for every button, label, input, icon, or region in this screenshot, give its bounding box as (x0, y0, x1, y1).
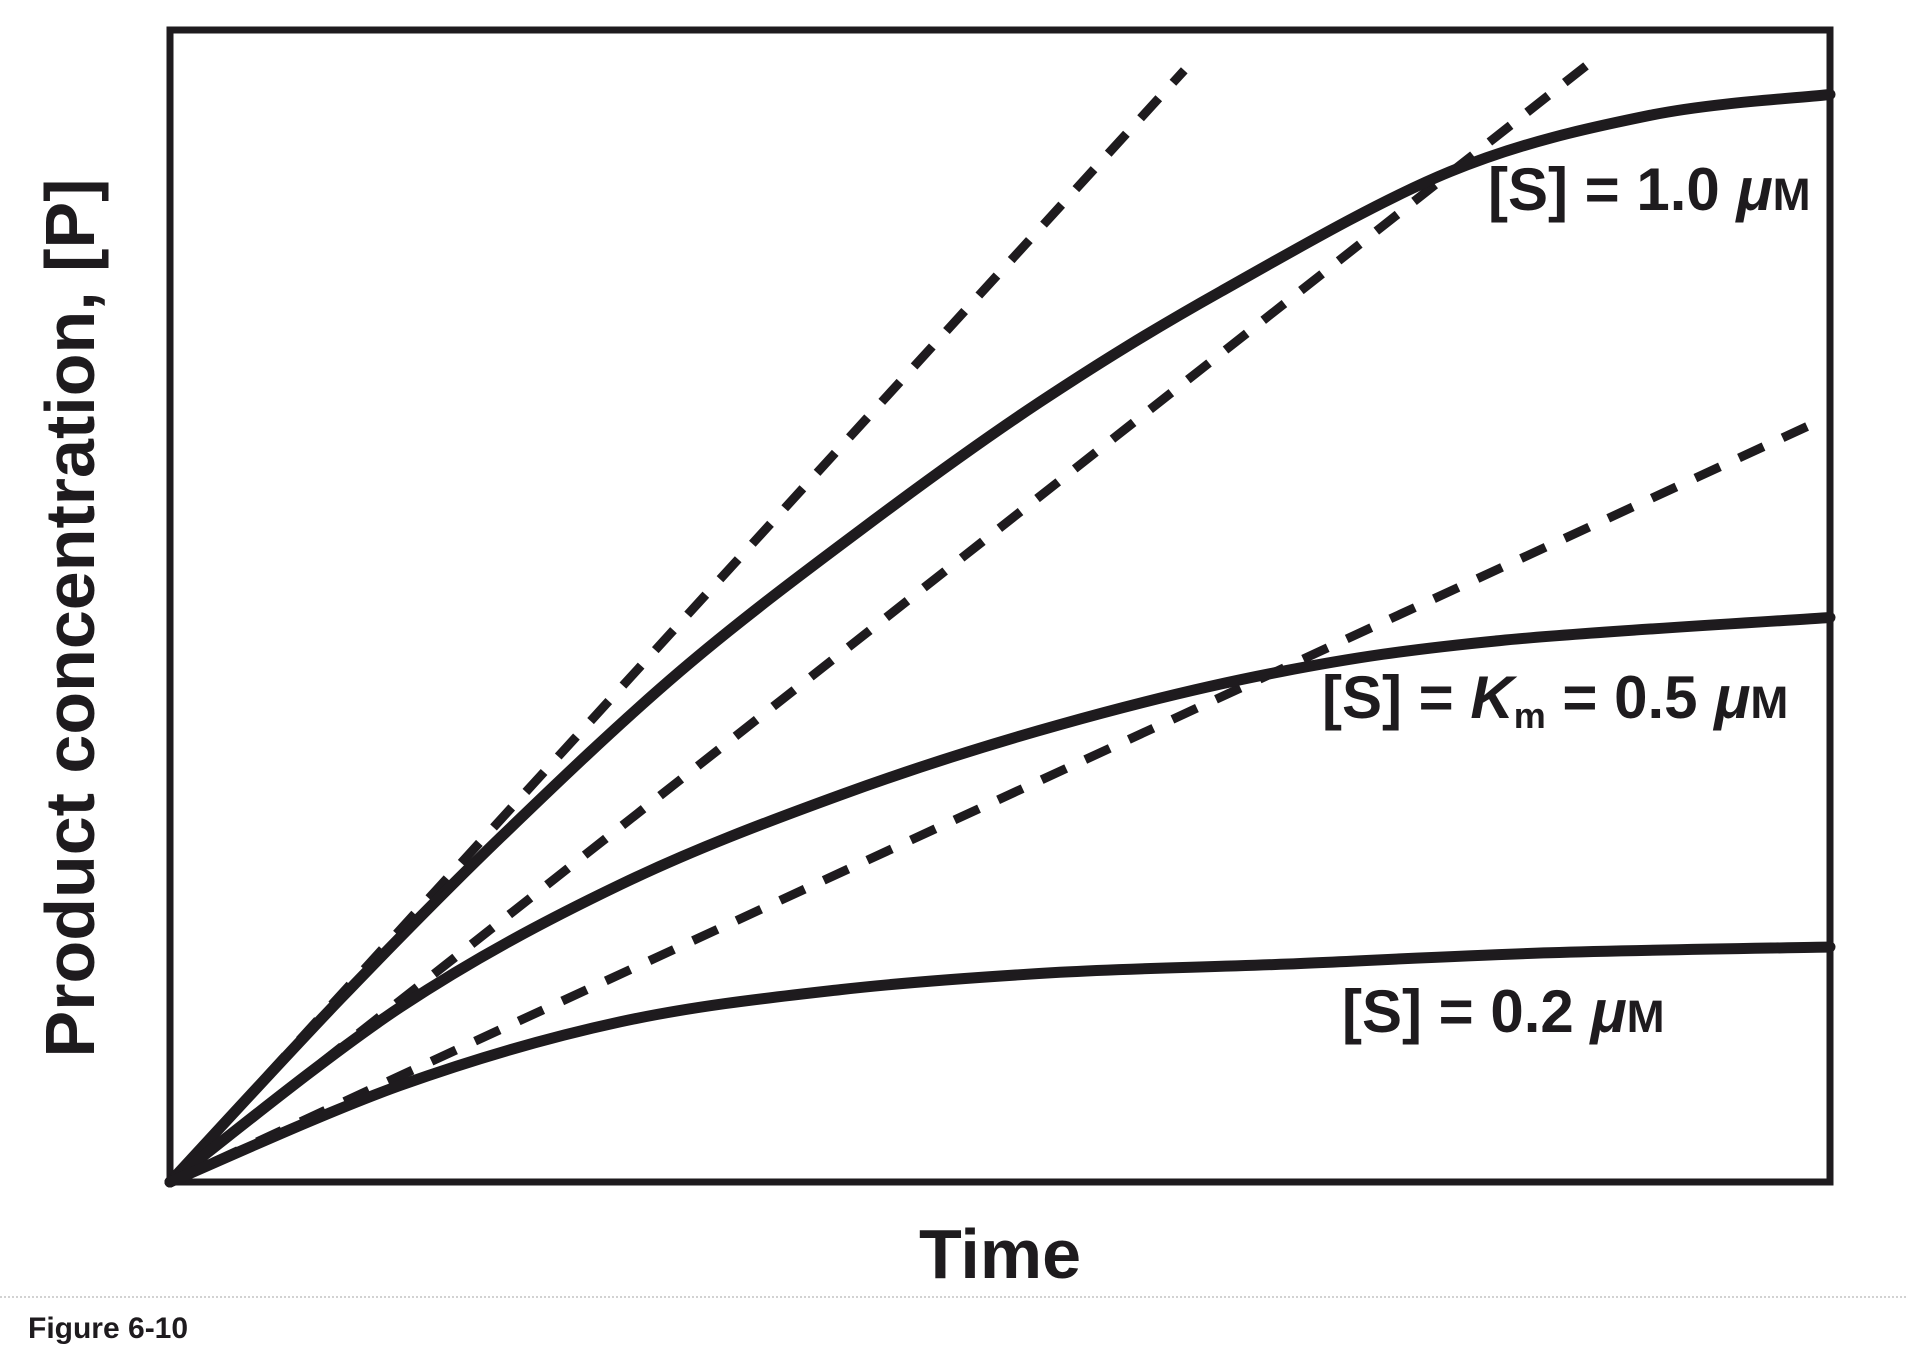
label-segment: M (1626, 991, 1665, 1042)
curve-label-s-km-0.5um: [S] = Km = 0.5 μM (1322, 668, 1788, 734)
label-segment: μ (1714, 664, 1751, 731)
progress-curve-1 (164, 612, 1836, 1188)
label-segment: = 0.5 (1545, 664, 1715, 731)
label-segment: [S] = 0.2 (1342, 978, 1591, 1045)
y-axis-label: Product concentration, [P] (31, 178, 109, 1058)
x-axis-label: Time (918, 1215, 1082, 1293)
figure-caption: Figure 6-10 (28, 1312, 189, 1345)
label-segment: [S] = (1322, 664, 1471, 731)
label-segment: μ (1590, 978, 1627, 1045)
label-segment: M (1750, 677, 1789, 728)
curve-label-s-0.2um: [S] = 0.2 μM (1342, 982, 1665, 1042)
progress-curve-2 (164, 941, 1836, 1188)
label-segment: [S] = 1.0 (1488, 156, 1737, 223)
plot-frame (166, 26, 1834, 1186)
curve-label-s-1.0um: [S] = 1.0 μM (1488, 160, 1811, 220)
label-segment: μ (1736, 156, 1773, 223)
progress-curves (164, 89, 1836, 1188)
caption-separator-line (0, 1296, 1906, 1298)
tangent-line-2 (168, 421, 1812, 1187)
label-segment: M (1772, 169, 1811, 220)
label-segment: K (1470, 664, 1514, 731)
tangent-line-1 (167, 61, 1591, 1186)
label-segment: m (1513, 695, 1546, 737)
progress-curve-0 (164, 89, 1836, 1188)
